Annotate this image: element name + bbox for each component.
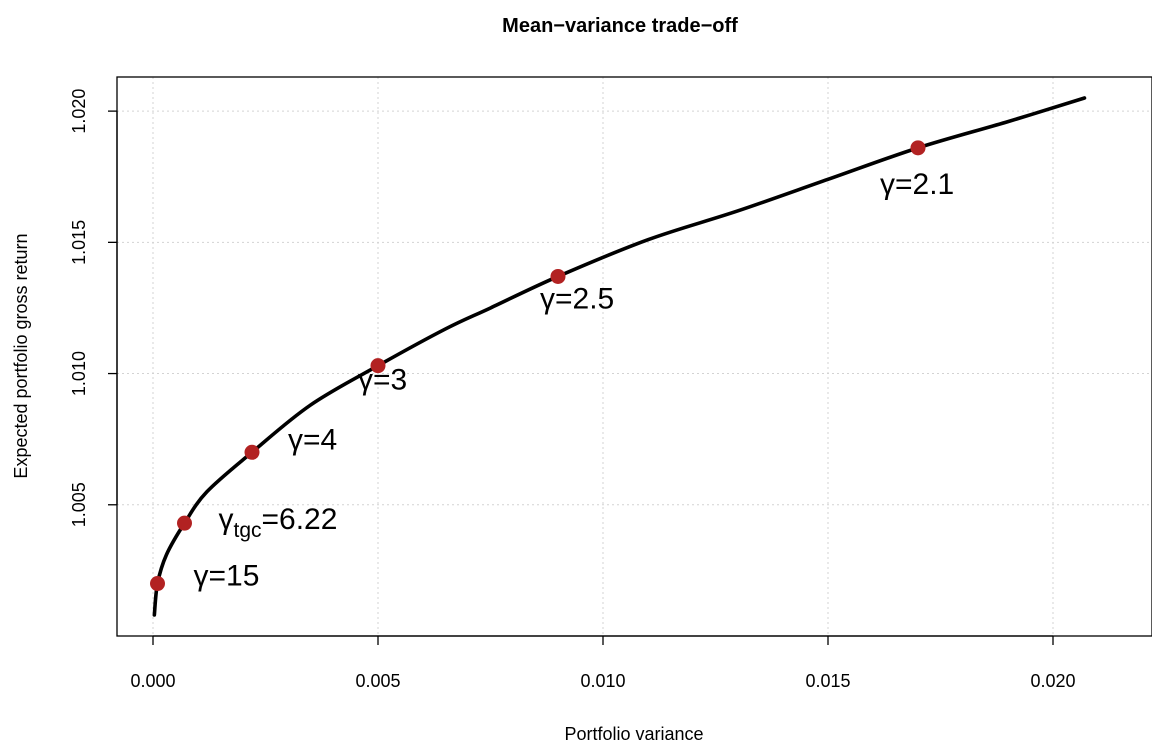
point-label: γ=2.5 (540, 282, 614, 315)
plot-frame (116, 76, 1152, 637)
x-tick-label: 0.000 (130, 671, 175, 691)
x-tick-label: 0.005 (355, 671, 400, 691)
x-tick-label: 0.020 (1030, 671, 1075, 691)
x-axis: 0.000 0.005 0.010 0.015 0.020 (130, 635, 1076, 691)
point-label: γ=2.1 (880, 168, 954, 201)
point-label: γ=3 (358, 364, 407, 397)
point-label: γtgc=6.22 (219, 503, 338, 542)
chart-title: Mean−variance trade−off (502, 15, 738, 37)
data-point (370, 358, 386, 374)
point-labels: γ=15 γtgc=6.22 γ=4 γ=3 γ=2.5 γ=2.1 (194, 168, 955, 593)
data-point (177, 515, 192, 531)
data-point (550, 268, 566, 284)
x-axis-label: Portfolio variance (564, 724, 703, 744)
data-point (150, 576, 165, 592)
y-tick-label: 1.005 (69, 482, 89, 527)
y-tick-label: 1.020 (69, 89, 89, 134)
y-tick-label: 1.015 (69, 220, 89, 265)
point-label: γ=4 (288, 423, 337, 456)
y-axis-label: Expected portfolio gross return (11, 233, 31, 478)
data-point (244, 444, 260, 460)
x-tick-label: 0.015 (805, 671, 850, 691)
grid (117, 77, 1152, 636)
y-axis: 1.005 1.010 1.015 1.020 (69, 89, 118, 527)
point-label: γ=15 (194, 560, 260, 593)
y-tick-label: 1.010 (69, 351, 89, 396)
x-tick-label: 0.010 (580, 671, 625, 691)
data-point (910, 140, 926, 156)
points (150, 140, 926, 592)
